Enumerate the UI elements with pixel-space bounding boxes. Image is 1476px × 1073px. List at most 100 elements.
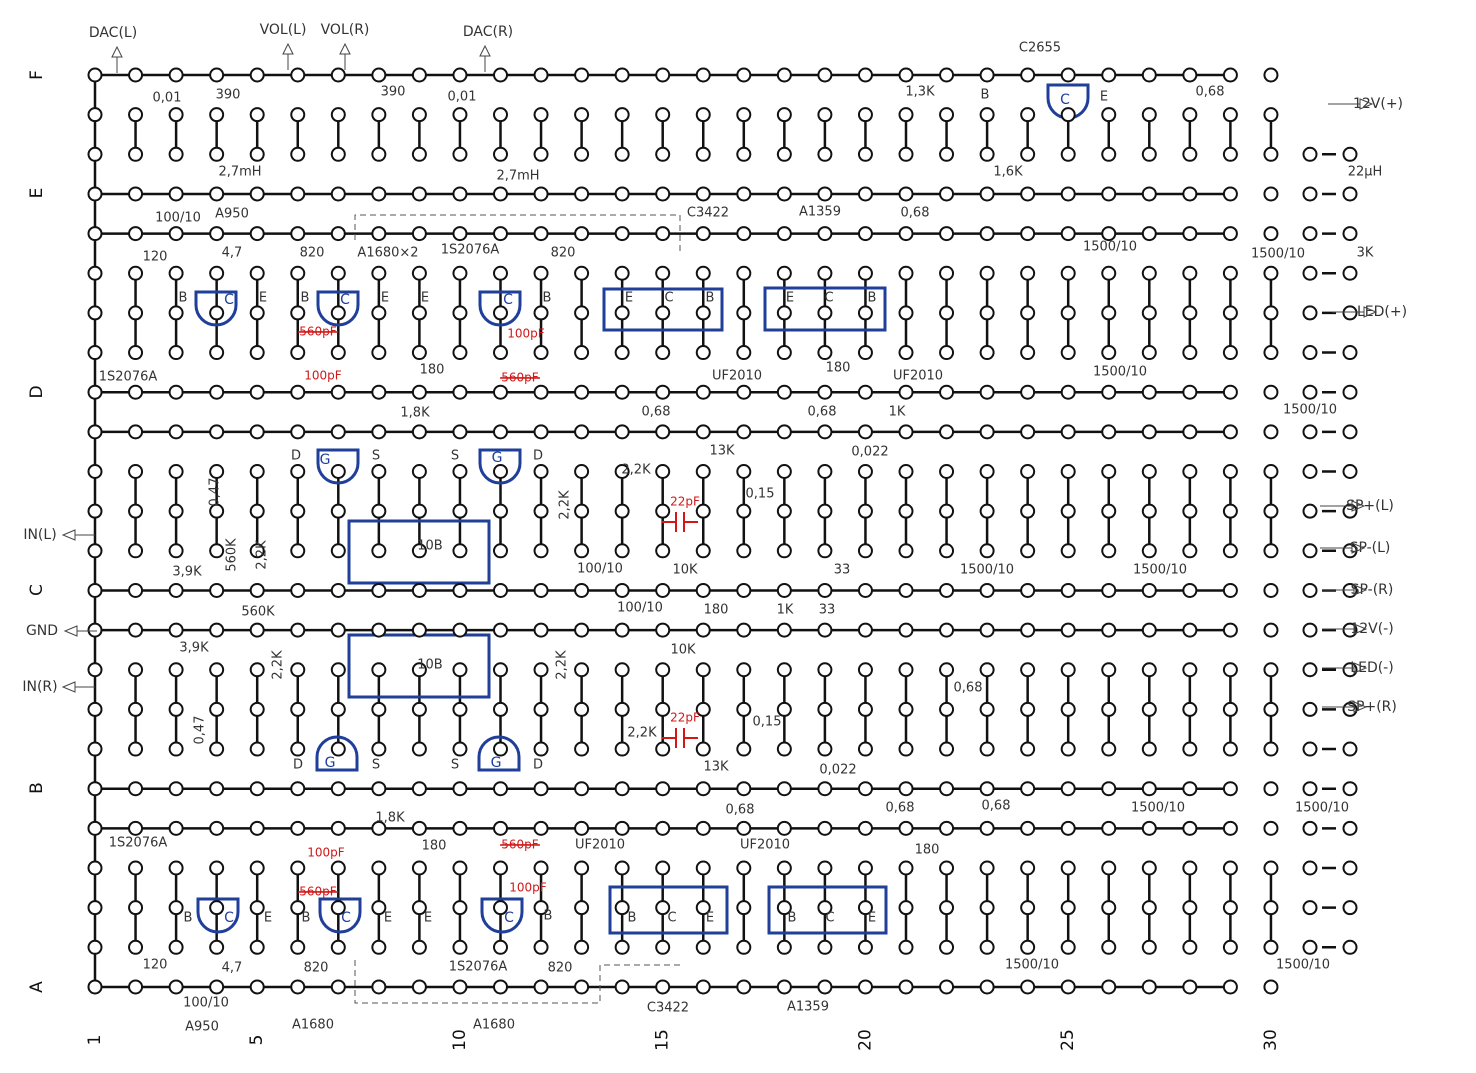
hole xyxy=(939,979,955,995)
label: 180 xyxy=(422,839,447,854)
label: C xyxy=(1060,92,1070,108)
hole xyxy=(533,582,549,598)
hole xyxy=(411,146,427,162)
hole xyxy=(817,781,833,797)
hole xyxy=(736,781,752,797)
hole xyxy=(898,345,914,361)
hole xyxy=(1020,939,1036,955)
hole xyxy=(168,979,184,995)
hole xyxy=(1101,503,1117,519)
hole xyxy=(857,543,873,559)
label: B xyxy=(543,291,552,306)
label: IN(L) xyxy=(23,527,56,543)
hole xyxy=(330,503,346,519)
label: SP+(L) xyxy=(1346,498,1394,514)
hole xyxy=(290,265,306,281)
hole xyxy=(87,781,103,797)
hole xyxy=(128,503,144,519)
hole xyxy=(452,900,468,916)
hole xyxy=(249,979,265,995)
label: 1500/10 xyxy=(1283,403,1337,418)
hole xyxy=(817,543,833,559)
hole xyxy=(736,305,752,321)
hole xyxy=(736,107,752,123)
hole xyxy=(493,424,508,440)
hole xyxy=(857,979,873,995)
hole xyxy=(371,384,387,400)
hole xyxy=(817,979,833,995)
hole xyxy=(452,701,468,717)
hole xyxy=(574,107,590,123)
label: C xyxy=(825,911,834,926)
hole xyxy=(493,265,508,281)
hole xyxy=(330,384,346,400)
port-arrow xyxy=(1328,98,1374,110)
hole xyxy=(614,939,630,955)
hole xyxy=(979,741,995,757)
label: 1 xyxy=(85,1035,105,1046)
hole xyxy=(168,186,184,202)
label: A1680 xyxy=(473,1018,515,1033)
hole xyxy=(1263,582,1279,598)
hole xyxy=(1182,464,1198,479)
hole xyxy=(249,939,265,955)
hole xyxy=(1101,265,1117,281)
hole xyxy=(330,186,346,202)
hole xyxy=(290,424,306,440)
hole xyxy=(1060,186,1076,202)
hole xyxy=(1060,662,1076,678)
hole xyxy=(1141,265,1157,281)
label: 1500/10 xyxy=(1251,247,1305,262)
hole xyxy=(1263,781,1279,797)
hole xyxy=(695,305,711,321)
label: GND xyxy=(26,623,58,639)
hole xyxy=(1182,662,1198,678)
hole xyxy=(1222,662,1238,678)
hole xyxy=(371,67,387,83)
hole xyxy=(817,820,833,836)
hole xyxy=(817,384,833,400)
hole xyxy=(979,543,995,559)
hole xyxy=(1342,146,1358,162)
hole xyxy=(1141,701,1157,717)
hole xyxy=(1060,860,1076,876)
label: 0,15 xyxy=(746,487,775,502)
hole xyxy=(330,781,346,797)
label: F xyxy=(27,70,47,80)
hole xyxy=(1101,860,1117,876)
hole xyxy=(1141,503,1157,519)
hole xyxy=(452,146,468,162)
hole xyxy=(614,860,630,876)
hole xyxy=(87,146,103,162)
label: 2,2K xyxy=(255,540,270,570)
label: 1500/10 xyxy=(1276,958,1330,973)
hole xyxy=(1222,979,1238,995)
hole xyxy=(574,186,590,202)
label: E xyxy=(868,911,876,926)
hole xyxy=(452,820,468,836)
label: 0,01 xyxy=(448,90,477,105)
hole xyxy=(614,226,630,242)
hole xyxy=(1182,701,1198,717)
hole xyxy=(1263,820,1279,836)
transistor xyxy=(477,735,521,772)
hole xyxy=(1222,860,1238,876)
hole xyxy=(1141,900,1157,916)
hole xyxy=(533,186,549,202)
hole xyxy=(452,424,468,440)
label: 390 xyxy=(216,88,241,103)
hole xyxy=(1020,424,1036,440)
hole xyxy=(1060,820,1076,836)
hole xyxy=(1101,424,1117,440)
port-arrow xyxy=(479,44,491,72)
hole xyxy=(493,900,508,916)
hole xyxy=(1020,146,1036,162)
label: 1500/10 xyxy=(1131,801,1185,816)
hole xyxy=(1141,622,1157,638)
label: 120 xyxy=(143,250,168,265)
hole xyxy=(1020,979,1036,995)
hole xyxy=(249,424,265,440)
hole xyxy=(817,860,833,876)
hole xyxy=(776,186,792,202)
port-arrow xyxy=(1322,701,1368,713)
